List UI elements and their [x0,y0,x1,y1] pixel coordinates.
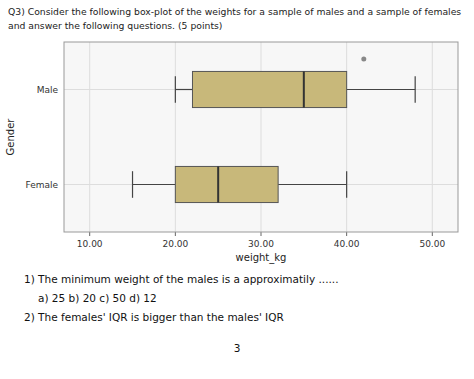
y-tick-label: Female [25,180,58,190]
box-plot [175,57,415,108]
x-tick-label: 30.00 [248,239,274,249]
box [175,166,278,202]
tick-mark [261,232,262,236]
tick-mark [89,232,90,236]
x-axis-label: weight_kg [236,252,287,264]
subtitle: and answer the following questions. (5 p… [8,20,222,31]
x-tick-label: 50.00 [419,239,445,249]
grid-line [432,42,433,232]
whisker [347,89,416,90]
box-plot [133,166,347,202]
median [303,71,305,107]
y-axis-label: Gender [5,118,16,156]
grid [64,42,458,232]
grid-line [261,42,262,232]
y-tick-label: Male [37,85,59,95]
title: Q3) Consider the following box-plot of t… [8,6,461,17]
tick-mark [432,232,433,236]
whisker [175,89,192,90]
annotation: 1) The minimum weight of the males is a … [24,273,339,285]
tick-mark [346,232,347,236]
annotation: 2) The females' IQR is bigger than the m… [24,311,284,323]
grid-line [89,42,90,232]
annotation: a) 25 b) 20 c) 50 d) 12 [38,292,157,304]
x-tick-label: 10.00 [77,239,103,249]
x-tick-label: 40.00 [334,239,360,249]
cap [415,76,416,103]
median [217,166,219,202]
marks [133,57,416,203]
cap [175,76,176,103]
cap [346,171,347,198]
x-tick-label: 20.00 [162,239,188,249]
whisker [133,184,176,185]
whisker [278,184,347,185]
box [192,71,346,107]
tick-mark [175,232,176,236]
grid-line [346,42,347,232]
outlier [361,57,366,62]
grid-line [175,42,176,232]
chart: Q3) Consider the following box-plot of t… [0,0,474,379]
annotation: 3 [234,342,241,354]
plot-background [64,42,458,232]
cap [132,171,133,198]
plot-frame [64,42,458,232]
